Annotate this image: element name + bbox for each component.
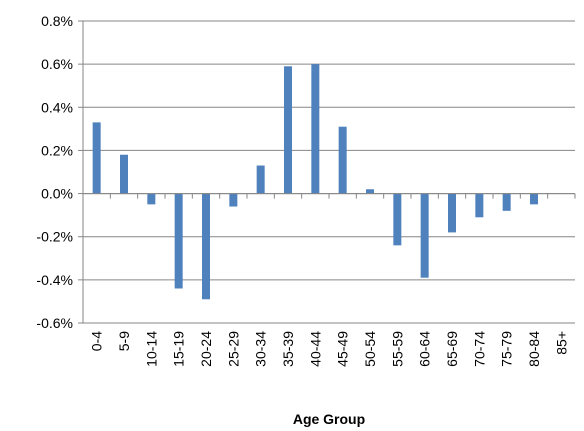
x-tick-label: 70-74 bbox=[471, 331, 487, 367]
x-tick-label: 75-79 bbox=[499, 331, 515, 367]
x-tick-label: 35-39 bbox=[280, 331, 296, 367]
x-axis-ticks: 0-4 5-9 10-14 15-19 20-24 25-29 30-34 35-39 40-4… bbox=[89, 331, 570, 367]
bar bbox=[174, 193, 183, 289]
x-tick-label: 25-29 bbox=[225, 331, 241, 367]
x-tick-label: 65-69 bbox=[444, 331, 460, 367]
bar bbox=[284, 66, 292, 194]
y-tick-label: -0.4% bbox=[36, 272, 73, 288]
bar bbox=[120, 154, 128, 194]
x-tick-label: 30-34 bbox=[253, 331, 269, 367]
y-tick-label: 0.8% bbox=[41, 13, 73, 29]
bar bbox=[338, 126, 347, 194]
y-tick-label: -0.6% bbox=[36, 315, 73, 331]
y-axis-ticks: 0.8% 0.6% 0.4% 0.2% 0.0% -0.2% -0.4% -0.6% bbox=[36, 13, 83, 331]
x-tick-label: 50-54 bbox=[362, 331, 378, 367]
bar bbox=[366, 189, 374, 194]
bar bbox=[311, 64, 320, 194]
x-tick-label: 80-84 bbox=[526, 331, 542, 367]
y-tick-label: 0.4% bbox=[41, 99, 73, 115]
x-tick-label: 15-19 bbox=[171, 331, 187, 367]
x-axis-title: Age Group bbox=[293, 411, 365, 427]
x-tick-label: 0-4 bbox=[89, 331, 105, 351]
x-tick-label: 85+ bbox=[553, 331, 569, 355]
bar bbox=[420, 193, 429, 278]
x-tick-label: 55-59 bbox=[389, 331, 405, 367]
bar bbox=[393, 193, 402, 246]
y-tick-label: 0.2% bbox=[41, 142, 73, 158]
bar bbox=[448, 193, 456, 233]
x-tick-label: 60-64 bbox=[417, 331, 433, 367]
x-tick-label: 20-24 bbox=[198, 331, 214, 367]
bar bbox=[229, 193, 238, 207]
bar bbox=[256, 165, 265, 194]
bar bbox=[147, 193, 156, 205]
bar bbox=[92, 122, 101, 194]
bar bbox=[530, 193, 538, 205]
x-tick-label: 5-9 bbox=[116, 331, 132, 351]
y-tick-label: 0.6% bbox=[41, 56, 73, 72]
zero-axis bbox=[82, 193, 576, 199]
x-tick-label: 40-44 bbox=[307, 331, 323, 367]
bar bbox=[202, 193, 210, 300]
y-tick-label: -0.2% bbox=[36, 229, 73, 245]
x-tick-label: 45-49 bbox=[335, 331, 351, 367]
x-tick-label: 10-14 bbox=[143, 331, 159, 367]
gridlines bbox=[82, 20, 575, 324]
bar bbox=[475, 193, 484, 218]
y-tick-label: 0.0% bbox=[41, 186, 73, 202]
bar bbox=[502, 193, 511, 211]
bars bbox=[92, 64, 538, 300]
